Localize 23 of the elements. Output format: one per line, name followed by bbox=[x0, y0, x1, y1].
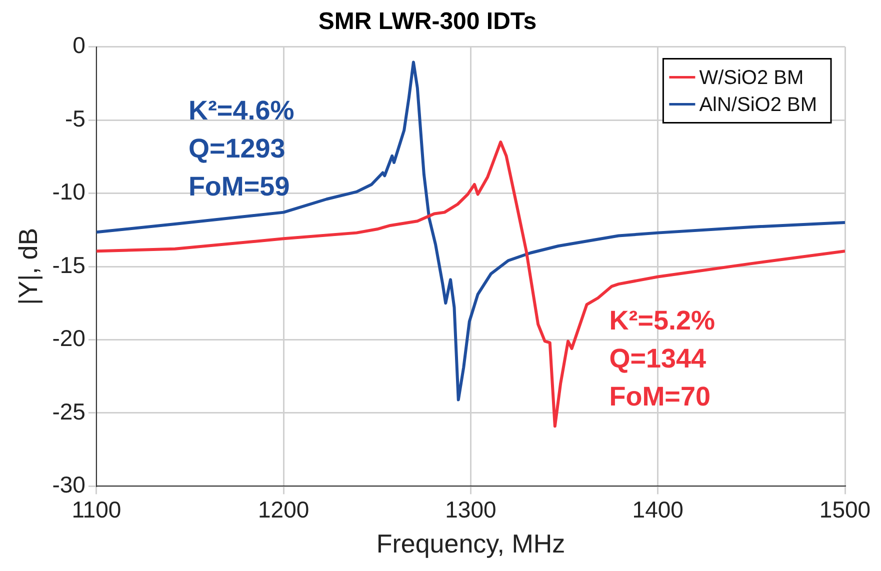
y-tick-label: -10 bbox=[52, 178, 86, 205]
annotation: FoM=59 bbox=[188, 171, 290, 202]
legend-label: AlN/SiO2 BM bbox=[699, 94, 818, 116]
y-tick-label: -15 bbox=[52, 252, 86, 278]
x-tick-label: 1500 bbox=[819, 496, 871, 522]
y-tick-label: -20 bbox=[52, 325, 86, 352]
y-axis-title: |Y|, dB bbox=[12, 228, 43, 306]
annotation: K²=4.6% bbox=[188, 95, 294, 126]
x-tick-label: 1100 bbox=[72, 496, 122, 522]
x-tick-label: 1200 bbox=[258, 496, 310, 522]
y-tick-label: -30 bbox=[52, 472, 86, 498]
annotation: K²=5.2% bbox=[609, 305, 716, 336]
legend-label: W/SiO2 BM bbox=[699, 66, 804, 89]
x-tick-label: 1400 bbox=[632, 496, 684, 522]
x-axis-title: Frequency, MHz bbox=[376, 528, 566, 559]
y-tick-label: -5 bbox=[64, 105, 86, 132]
annotation: Q=1293 bbox=[188, 133, 286, 164]
annotation: Q=1344 bbox=[609, 343, 706, 374]
annotation: FoM=70 bbox=[609, 381, 710, 412]
y-tick-label: 0 bbox=[72, 32, 86, 58]
x-tick-label: 1300 bbox=[445, 496, 496, 522]
y-tick-label: -25 bbox=[52, 398, 86, 424]
chart-title: SMR LWR-300 IDTs bbox=[318, 8, 537, 36]
